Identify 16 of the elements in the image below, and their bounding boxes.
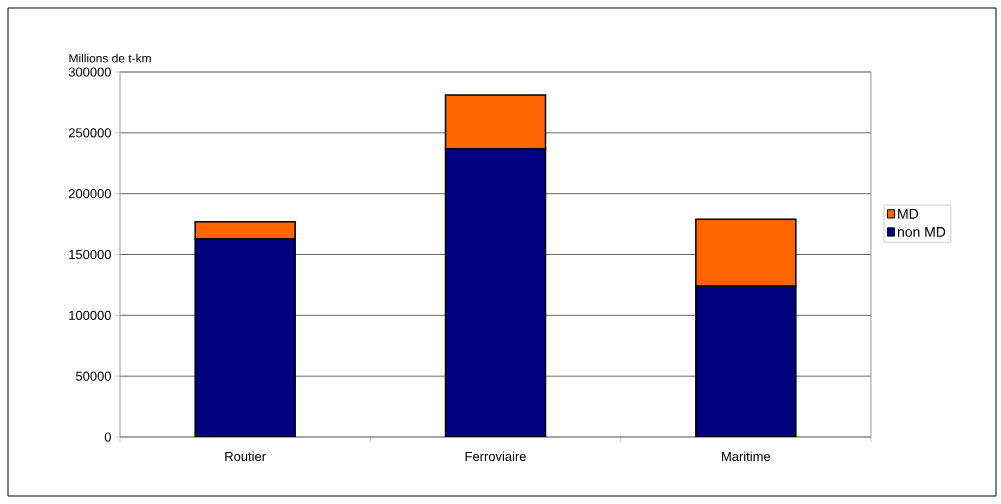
- y-tick-label: 150000: [69, 249, 111, 260]
- y-tick-label: 250000: [68, 128, 111, 138]
- x-tick-label: Ferroviaire: [465, 451, 526, 462]
- y-axis-title: Millions de t-km: [69, 53, 151, 63]
- bar: [194, 237, 296, 437]
- legend-label: non MD: [897, 227, 946, 237]
- bar: [444, 147, 547, 437]
- y-tick-label: 100000: [69, 310, 111, 320]
- y-tick-label: 0: [104, 432, 111, 442]
- y-tick-label: 50000: [75, 371, 111, 381]
- bar: [695, 285, 797, 437]
- x-tick-label: Maritime: [722, 451, 771, 462]
- y-tick-label: 200000: [68, 189, 111, 199]
- y-tick-label: 300000: [68, 67, 111, 77]
- x-tick-label: Routier: [225, 451, 266, 462]
- legend-label: MD: [898, 209, 919, 219]
